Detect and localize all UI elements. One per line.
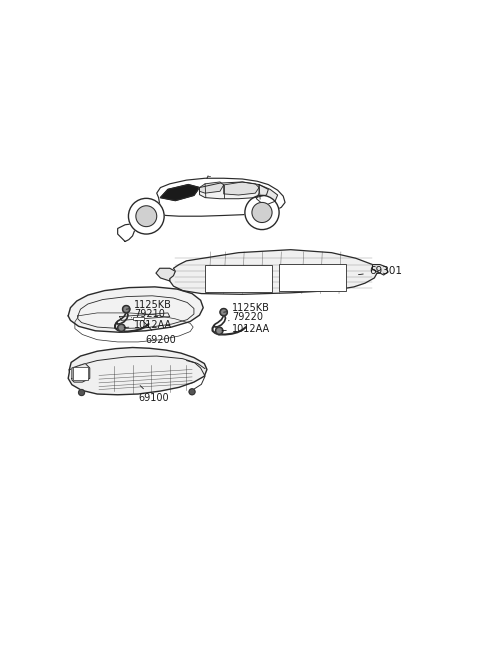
Circle shape [79, 390, 84, 396]
Circle shape [122, 305, 130, 313]
Circle shape [189, 389, 195, 395]
Text: 1012AA: 1012AA [222, 324, 270, 334]
Polygon shape [160, 185, 200, 200]
Bar [205, 265, 272, 291]
Text: 1125KB: 1125KB [224, 303, 270, 314]
Circle shape [118, 324, 125, 331]
Polygon shape [170, 250, 378, 294]
Circle shape [136, 206, 156, 227]
Polygon shape [224, 182, 259, 195]
Circle shape [252, 202, 272, 223]
Polygon shape [68, 287, 203, 332]
Circle shape [124, 307, 128, 311]
Polygon shape [156, 269, 175, 281]
Bar [132, 316, 144, 320]
Polygon shape [72, 364, 90, 382]
Polygon shape [372, 265, 388, 275]
Polygon shape [200, 182, 268, 198]
Bar [73, 367, 87, 380]
Circle shape [220, 309, 228, 316]
Circle shape [217, 329, 221, 333]
Text: 1125KB: 1125KB [126, 301, 172, 310]
Polygon shape [118, 178, 285, 242]
Text: 1012AA: 1012AA [124, 320, 172, 330]
Polygon shape [200, 182, 224, 193]
Text: 69100: 69100 [138, 386, 169, 403]
Circle shape [216, 327, 223, 335]
Text: 79220: 79220 [228, 312, 263, 322]
Text: 69200: 69200 [144, 322, 176, 345]
Circle shape [245, 195, 279, 230]
Text: 79210: 79210 [132, 309, 165, 319]
Polygon shape [256, 185, 277, 204]
Circle shape [222, 310, 226, 314]
Text: 69301: 69301 [359, 266, 402, 276]
Circle shape [120, 326, 123, 329]
Circle shape [129, 198, 164, 234]
Polygon shape [68, 348, 207, 395]
Bar [279, 264, 347, 291]
